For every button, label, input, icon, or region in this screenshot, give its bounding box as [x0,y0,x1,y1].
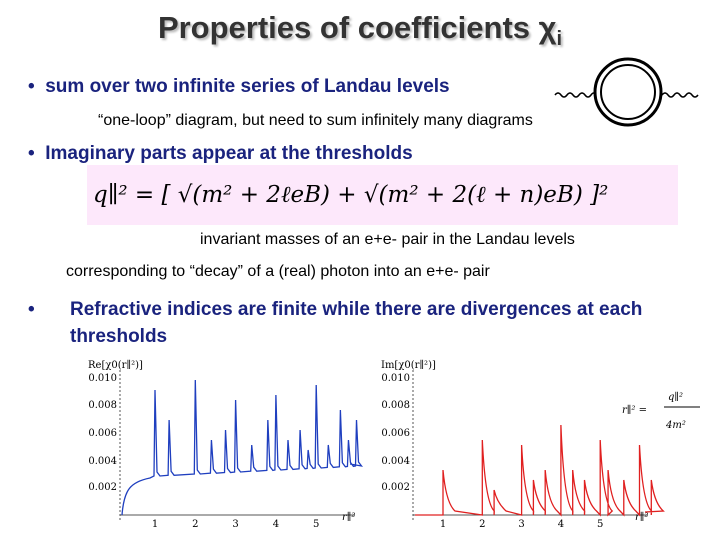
inset-lhs: r∥² = [622,404,647,416]
y-tick-label: 0.002 [88,482,117,493]
x-tick-label: 2 [479,519,485,530]
x-tick-label: 3 [232,519,238,530]
inset-den: 4m² [665,420,686,431]
loop-diagram [554,57,699,127]
x-tick-label: 4 [273,519,279,530]
y-tick-label: 0.008 [381,400,410,411]
note: “one-loop” diagram, but need to sum infi… [98,112,533,129]
x-tick-label: 1 [440,519,446,530]
y-tick-label: 0.004 [381,456,410,467]
y-tick-label: 0.008 [88,400,117,411]
title-text: Properties of coefficients χ [157,10,557,45]
bullet-text: Imaginary parts appear at the thresholds [45,143,413,164]
inset-formula: r∥² = q∥² 4m² [622,391,700,431]
y-tick-label: 0.006 [381,428,410,439]
x-tick-label: 1 [152,519,158,530]
plots: Re[χ0(r∥²)] 0.010 0.008 0.006 0.004 0.002 1 2 3 4… [88,359,665,530]
y-tick-label: 0.002 [381,482,410,493]
x-tick-label: 5 [597,519,603,530]
curve [121,379,364,516]
plot-label: Re[χ0(r∥²)] [88,359,143,371]
x-tick-label: 5 [313,519,319,530]
y-tick-label: 0.004 [88,456,117,467]
curve [415,424,665,517]
x-tick-label: 3 [518,519,524,530]
plot-label: Im[χ0(r∥²)] [381,359,436,371]
bullet: • Imaginary parts appear at the threshol… [28,143,413,164]
x-tick-label: 4 [558,519,564,530]
note: corresponding to “decay” of a (real) pho… [66,263,490,280]
bullet-text: Refractive indices are finite while ther… [70,299,643,347]
bullet-text: sum over two infinite series of Landau l… [45,76,450,97]
y-tick-label: 0.006 [88,428,117,439]
slide-title: Properties of coefficients χi [0,10,720,51]
y-tick-label: 0.010 [381,373,410,384]
inset-num: q∥² [668,391,683,403]
title-subscript: i [556,28,563,51]
y-tick-label: 0.010 [88,373,117,384]
x-axis-label: r∥² [342,511,355,523]
bullet: • Refractive indices are finite while the… [28,296,678,350]
formula: q∥² = [ √(m² + 2ℓeB) + √(m² + 2(ℓ + n)eB… [87,165,678,225]
bullet: • sum over two infinite series of Landau… [28,76,450,97]
x-tick-label: 2 [192,519,198,530]
note: invariant masses of an e+e- pair in the … [200,231,575,248]
